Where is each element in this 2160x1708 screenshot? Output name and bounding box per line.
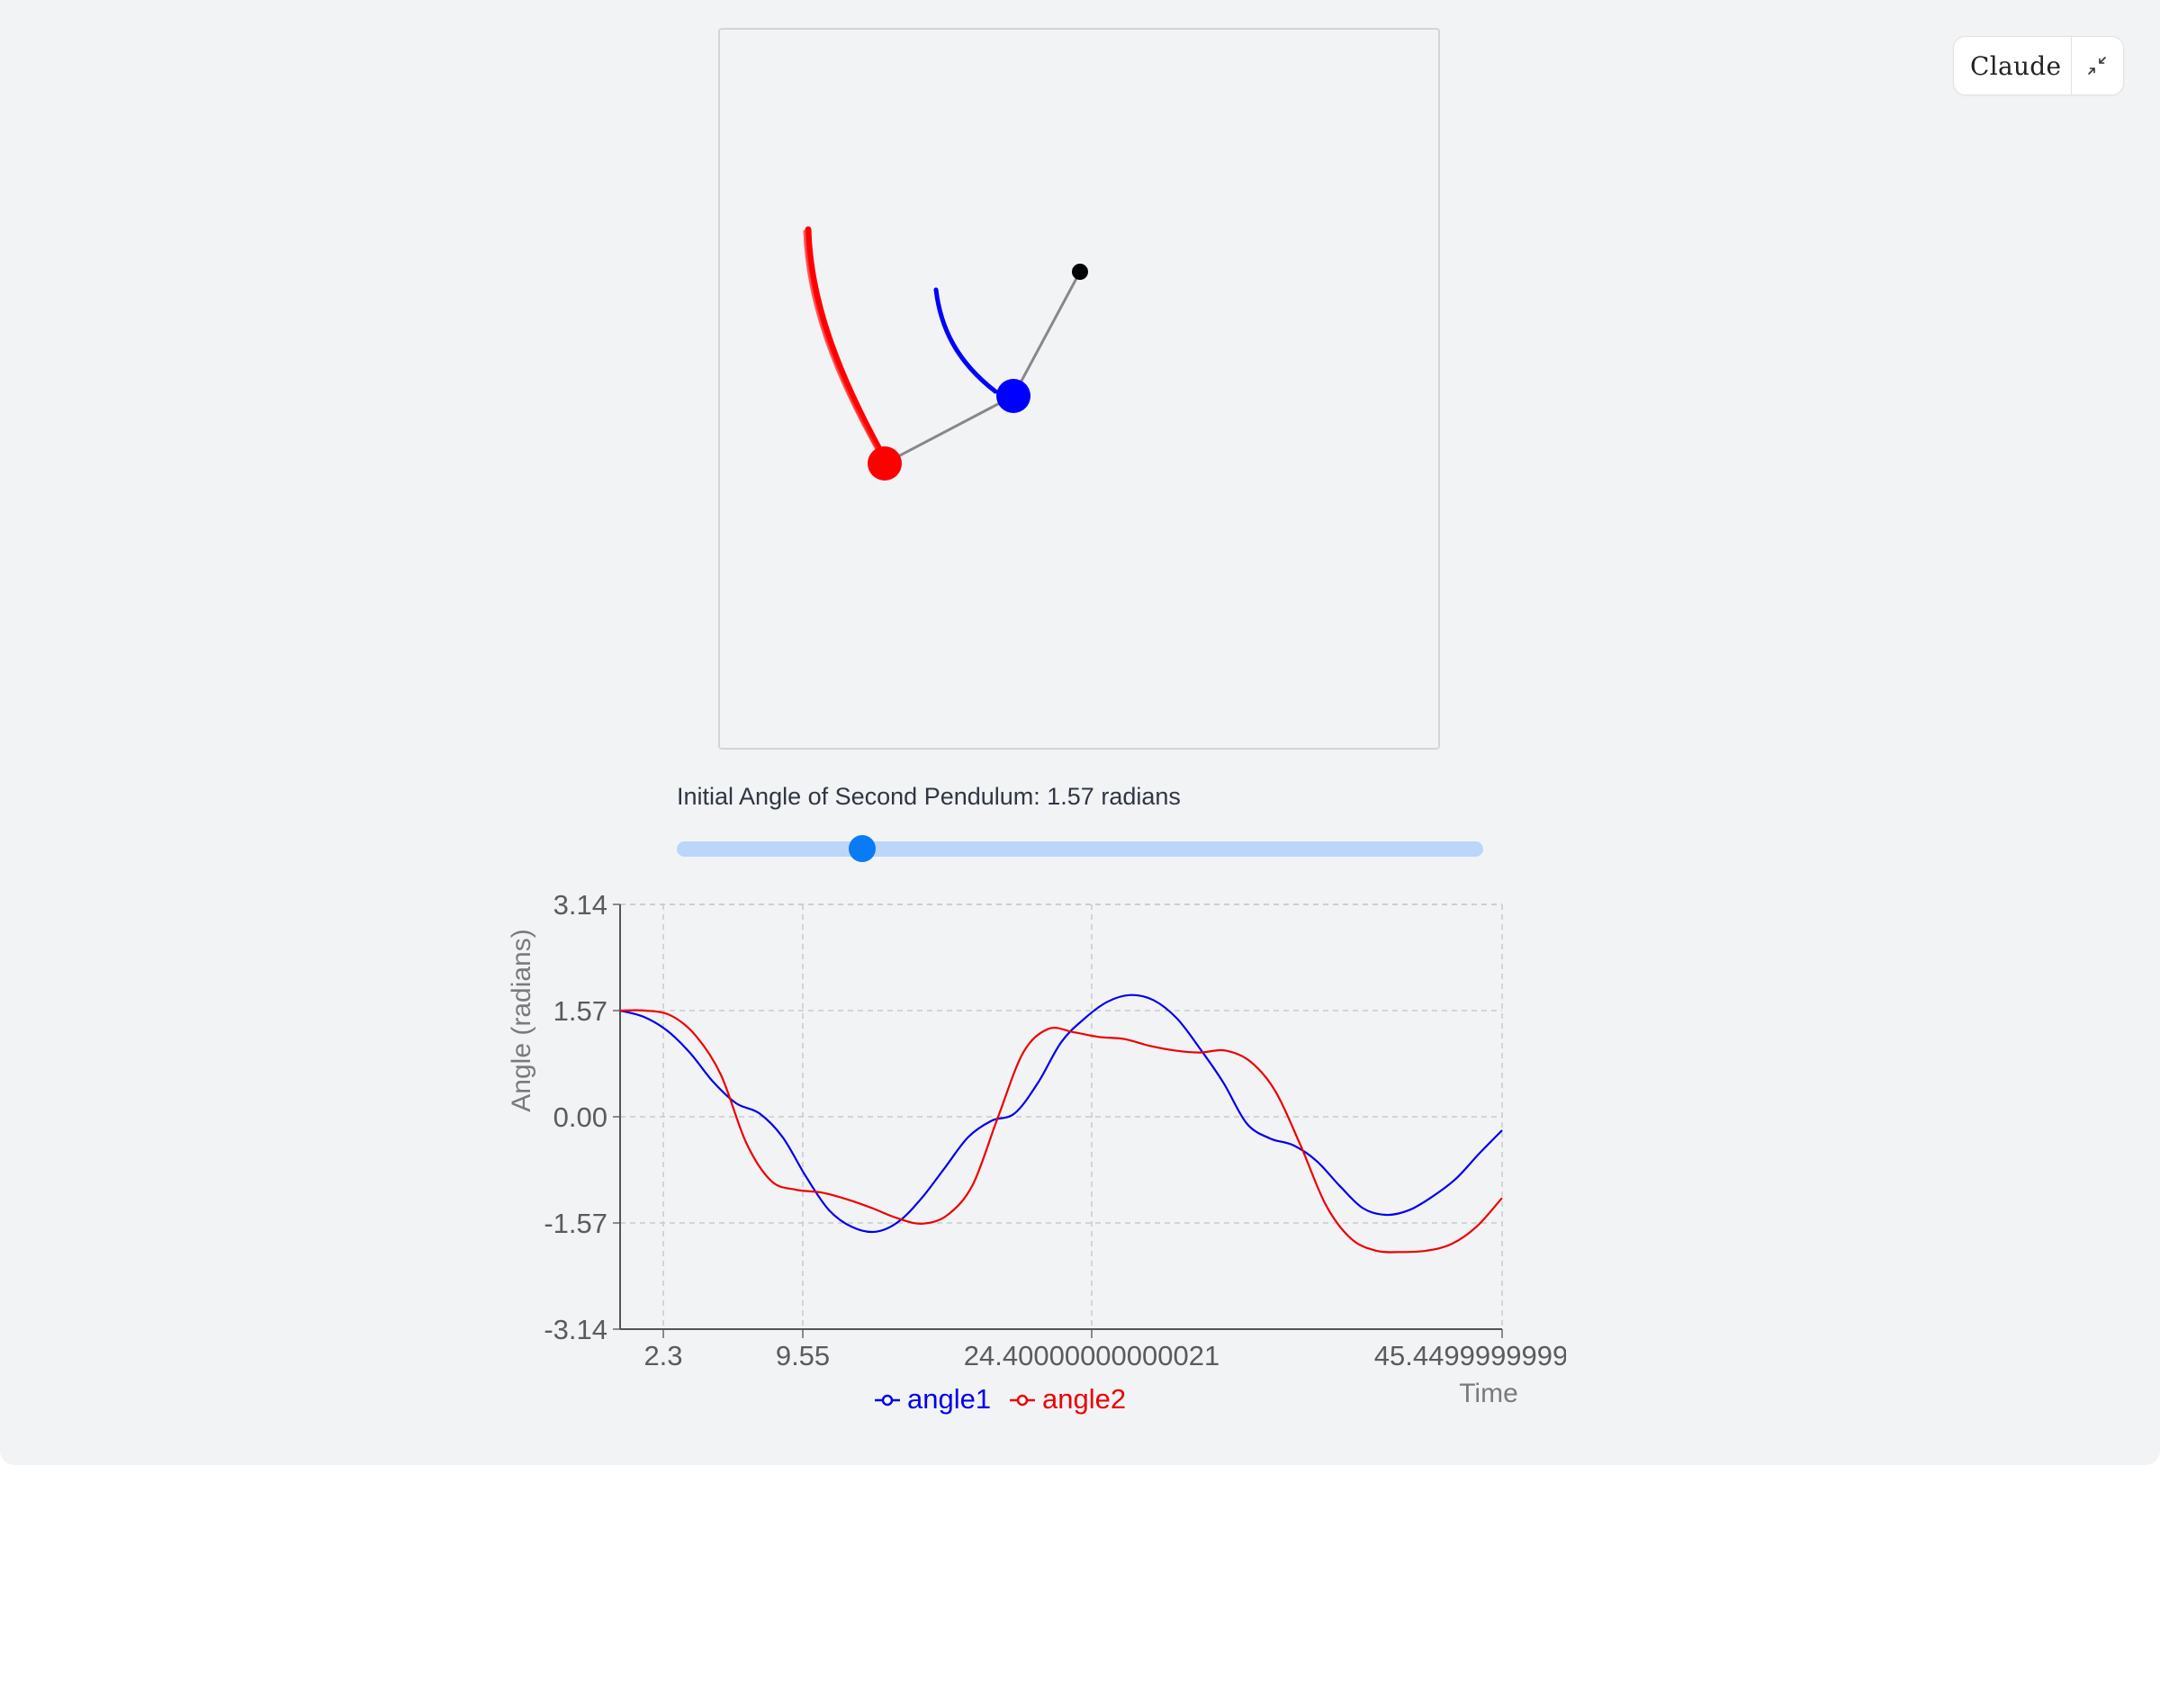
app-frame: Claude Initial Angle of Second Pendulum:… xyxy=(0,0,2160,1465)
angle-chart: 3.14 1.57 0.00 -1.57 -3.14 2.3 9.55 24.40000000… xyxy=(507,889,1566,1415)
claude-badge: Claude xyxy=(1953,36,2124,95)
bob2-trail-inner xyxy=(803,229,880,454)
legend-marker-angle1 xyxy=(881,1394,894,1407)
legend-item-angle2: angle2 xyxy=(1010,1383,1126,1415)
x-tick-label: 45.44999999999555 xyxy=(1374,1340,1566,1371)
chart-series xyxy=(620,995,1502,1253)
chart-axes xyxy=(613,903,1503,1338)
y-tick-label: 1.57 xyxy=(554,995,608,1027)
bob1 xyxy=(996,379,1030,413)
angle-slider[interactable] xyxy=(677,835,1483,862)
bob2 xyxy=(868,446,902,481)
y-tick-label: 0.00 xyxy=(554,1101,608,1133)
slider-label: Initial Angle of Second Pendulum: 1.57 r… xyxy=(677,783,1181,810)
x-tick-label: 2.3 xyxy=(644,1340,682,1371)
y-tick-label: 3.14 xyxy=(554,889,608,921)
legend-item-angle1: angle1 xyxy=(875,1383,991,1415)
x-tick-label: 24.40000000000021 xyxy=(964,1340,1220,1371)
claude-button[interactable]: Claude xyxy=(1970,50,2062,81)
slider-thumb[interactable] xyxy=(849,835,877,862)
series-line-angle1 xyxy=(620,995,1502,1232)
upper-rod xyxy=(1012,271,1082,397)
collapse-button[interactable] xyxy=(2072,37,2122,94)
legend-label-angle1: angle1 xyxy=(907,1383,991,1415)
x-axis-title: Time xyxy=(1459,1379,1518,1408)
pill-divider xyxy=(2071,37,2072,94)
pivot-point xyxy=(1072,264,1088,280)
legend-label-angle2: angle2 xyxy=(1042,1383,1126,1415)
chart-grid xyxy=(620,903,1503,1330)
bob1-trail xyxy=(933,287,998,394)
lower-rod xyxy=(884,394,1014,465)
y-tick-label: -1.57 xyxy=(544,1208,608,1239)
y-axis-title: Angle (radians) xyxy=(507,929,536,1111)
chart-legend: angle1 angle2 xyxy=(875,1383,1126,1415)
y-tick-label: -3.14 xyxy=(544,1314,608,1345)
legend-marker-angle2 xyxy=(1016,1394,1029,1407)
chart-tick-labels: 3.14 1.57 0.00 -1.57 -3.14 2.3 9.55 24.40000000… xyxy=(544,889,1566,1371)
series-group-angle2 xyxy=(620,1011,1502,1253)
series-group-angle1 xyxy=(620,995,1502,1232)
bob2-trail xyxy=(805,226,884,454)
x-tick-label: 9.55 xyxy=(776,1340,830,1371)
series-line-angle2 xyxy=(620,1011,1502,1253)
collapse-arrows-icon xyxy=(2088,57,2106,75)
pendulum-canvas xyxy=(718,28,1440,750)
